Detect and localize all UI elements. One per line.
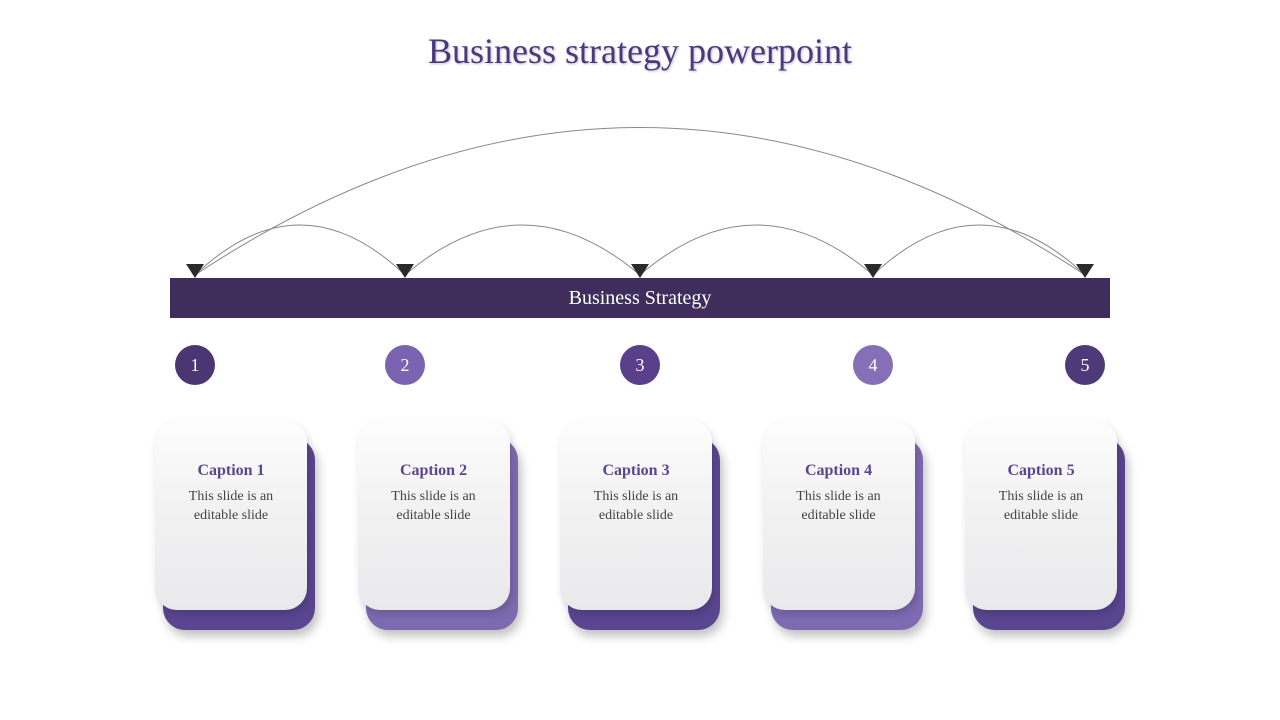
card-body: This slide is an editable slide [560, 488, 712, 526]
card-caption: Caption 5 [1007, 462, 1074, 480]
connector-arcs [170, 100, 1110, 280]
card-5: Caption 5 This slide is an editable slid… [965, 420, 1125, 630]
card-body: This slide is an editable slide [358, 488, 510, 526]
card-4: Caption 4 This slide is an editable slid… [763, 420, 923, 630]
strategy-bar: Business Strategy [170, 278, 1110, 318]
card-front: Caption 5 This slide is an editable slid… [965, 420, 1117, 610]
card-body: This slide is an editable slide [965, 488, 1117, 526]
cards-row: Caption 1 This slide is an editable slid… [155, 420, 1125, 650]
step-circle-5: 5 [1065, 345, 1105, 385]
arc-3-4 [640, 225, 873, 275]
card-caption: Caption 1 [197, 462, 264, 480]
card-front: Caption 4 This slide is an editable slid… [763, 420, 915, 610]
card-caption: Caption 3 [602, 462, 669, 480]
step-circle-4: 4 [853, 345, 893, 385]
slide-title: Business strategy powerpoint [0, 30, 1280, 72]
card-1: Caption 1 This slide is an editable slid… [155, 420, 315, 630]
number-circles-row: 1 2 3 4 5 [170, 345, 1110, 395]
card-2: Caption 2 This slide is an editable slid… [358, 420, 518, 630]
step-circle-3: 3 [620, 345, 660, 385]
arc-1-2 [195, 225, 405, 275]
card-3: Caption 3 This slide is an editable slid… [560, 420, 720, 630]
card-caption: Caption 2 [400, 462, 467, 480]
card-body: This slide is an editable slide [763, 488, 915, 526]
arrowhead-3 [631, 264, 649, 278]
arc-2-3 [405, 225, 640, 275]
arc-outer [195, 128, 1085, 276]
arc-4-5 [873, 225, 1085, 275]
card-front: Caption 1 This slide is an editable slid… [155, 420, 307, 610]
card-front: Caption 2 This slide is an editable slid… [358, 420, 510, 610]
arrowhead-5 [1076, 264, 1094, 278]
card-caption: Caption 4 [805, 462, 872, 480]
step-circle-2: 2 [385, 345, 425, 385]
arrowhead-1 [186, 264, 204, 278]
card-front: Caption 3 This slide is an editable slid… [560, 420, 712, 610]
arrowhead-4 [864, 264, 882, 278]
arrowhead-2 [396, 264, 414, 278]
card-body: This slide is an editable slide [155, 488, 307, 526]
step-circle-1: 1 [175, 345, 215, 385]
